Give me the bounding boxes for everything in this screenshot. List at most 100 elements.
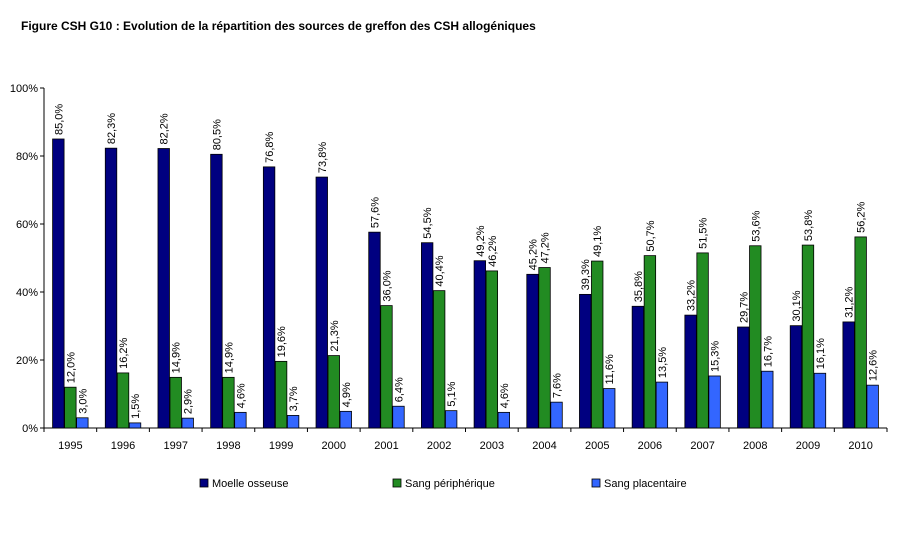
bar xyxy=(708,375,721,429)
x-tick-label: 1997 xyxy=(163,440,187,452)
bar xyxy=(866,384,879,429)
data-label: 12,0% xyxy=(65,352,77,383)
bar xyxy=(392,405,405,429)
x-tick-label: 2001 xyxy=(374,440,398,452)
bar xyxy=(433,290,446,429)
data-label: 29,7% xyxy=(738,292,750,323)
data-label: 16,7% xyxy=(762,336,774,367)
bar xyxy=(262,166,276,429)
bar xyxy=(169,376,182,429)
bar xyxy=(52,138,65,429)
data-label: 80,5% xyxy=(211,119,223,150)
data-label: 73,8% xyxy=(317,142,329,173)
data-label: 11,6% xyxy=(604,354,616,385)
y-tick-label: 100% xyxy=(10,83,38,95)
bar xyxy=(286,415,300,429)
data-label: 16,2% xyxy=(118,338,130,369)
x-tick-label: 1999 xyxy=(269,440,293,452)
data-label: 31,2% xyxy=(844,287,856,318)
data-label: 54,5% xyxy=(422,207,434,238)
x-tick-label: 2007 xyxy=(690,440,714,452)
x-tick-label: 2010 xyxy=(848,440,872,452)
data-label: 50,7% xyxy=(645,220,657,251)
data-label: 45,2% xyxy=(528,239,540,270)
x-tick-label: 2006 xyxy=(638,440,662,452)
bar xyxy=(274,360,288,429)
legend-label: Moelle osseuse xyxy=(212,478,288,490)
bar xyxy=(421,242,434,429)
data-label: 3,0% xyxy=(77,389,89,414)
data-label: 40,4% xyxy=(434,255,446,286)
data-label: 82,3% xyxy=(106,113,118,144)
x-tick-label: 1996 xyxy=(111,440,135,452)
bar xyxy=(579,293,592,429)
data-label: 21,3% xyxy=(329,320,341,351)
data-label: 30,1% xyxy=(791,290,803,321)
x-tick-label: 2009 xyxy=(796,440,820,452)
data-label: 33,2% xyxy=(686,280,698,311)
data-label: 47,2% xyxy=(540,232,552,263)
y-tick-label: 80% xyxy=(16,151,38,163)
legend-label: Sang périphérique xyxy=(405,478,495,490)
bar xyxy=(76,417,89,429)
bar xyxy=(497,411,510,429)
data-label: 6,4% xyxy=(393,377,405,402)
bar xyxy=(801,244,815,429)
data-label: 85,0% xyxy=(53,104,65,135)
bar xyxy=(643,255,657,429)
bar xyxy=(526,273,539,429)
bar xyxy=(761,370,774,429)
data-label: 5,1% xyxy=(446,381,458,406)
data-label: 53,8% xyxy=(803,210,815,241)
data-label: 14,9% xyxy=(223,342,235,373)
bar xyxy=(684,314,697,429)
y-tick-label: 60% xyxy=(16,219,38,231)
data-label: 49,2% xyxy=(475,225,487,256)
bar xyxy=(550,401,563,429)
bar xyxy=(116,372,130,429)
bar xyxy=(222,376,235,429)
bar xyxy=(64,386,77,429)
x-tick-label: 2003 xyxy=(480,440,504,452)
y-tick-label: 40% xyxy=(16,287,38,299)
bar xyxy=(854,236,867,429)
data-label: 12,6% xyxy=(868,350,880,381)
data-label: 51,5% xyxy=(698,217,710,248)
data-label: 1,5% xyxy=(130,394,142,419)
data-label: 15,3% xyxy=(710,341,722,372)
data-label: 53,6% xyxy=(750,210,762,241)
data-label: 49,1% xyxy=(592,226,604,257)
bar xyxy=(339,410,352,429)
data-label: 4,9% xyxy=(341,382,353,407)
bar xyxy=(591,260,604,429)
data-label: 3,7% xyxy=(288,386,300,411)
bar xyxy=(813,372,827,429)
data-label: 36,0% xyxy=(381,270,393,301)
bar xyxy=(473,260,486,429)
data-label: 39,3% xyxy=(580,259,592,290)
bar xyxy=(485,270,498,429)
y-tick-label: 0% xyxy=(22,423,38,435)
legend-swatch xyxy=(392,478,402,488)
legend-swatch xyxy=(199,478,209,488)
bar xyxy=(696,252,709,429)
legend-label: Sang placentaire xyxy=(604,478,687,490)
data-label: 56,2% xyxy=(856,202,868,233)
data-label: 4,6% xyxy=(235,383,247,408)
bar xyxy=(380,305,393,429)
bar xyxy=(234,411,247,429)
data-label: 4,6% xyxy=(499,383,511,408)
y-tick-label: 20% xyxy=(16,355,38,367)
data-label: 13,5% xyxy=(657,347,669,378)
data-label: 2,9% xyxy=(183,389,195,414)
x-tick-label: 2000 xyxy=(322,440,346,452)
bar xyxy=(655,381,669,429)
x-tick-label: 2005 xyxy=(585,440,609,452)
bar xyxy=(157,148,170,429)
bar xyxy=(327,355,340,429)
bar xyxy=(315,176,328,429)
data-label: 35,8% xyxy=(633,271,645,302)
bar xyxy=(181,417,194,429)
x-tick-label: 2004 xyxy=(532,440,556,452)
